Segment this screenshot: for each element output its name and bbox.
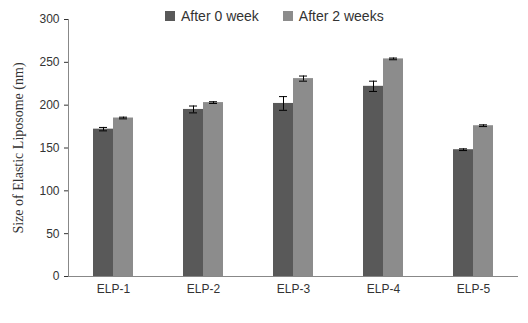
svg-text:ELP-2: ELP-2	[187, 282, 221, 296]
svg-text:ELP-5: ELP-5	[457, 282, 491, 296]
svg-text:50: 50	[46, 227, 60, 241]
svg-text:ELP-1: ELP-1	[97, 282, 131, 296]
svg-text:0: 0	[53, 269, 60, 283]
svg-text:Size of Elastic Liposome (nm): Size of Elastic Liposome (nm)	[11, 62, 27, 233]
svg-text:250: 250	[39, 55, 59, 69]
svg-text:300: 300	[39, 12, 59, 26]
svg-text:150: 150	[39, 141, 59, 155]
svg-text:200: 200	[39, 98, 59, 112]
html-text:After 2 weeks: After 2 weeks	[298, 8, 384, 24]
svg-text:ELP-3: ELP-3	[277, 282, 311, 296]
svg-text:ELP-4: ELP-4	[367, 282, 401, 296]
html-text:After 0 week: After 0 week	[181, 8, 259, 24]
svg-text:100: 100	[39, 184, 59, 198]
